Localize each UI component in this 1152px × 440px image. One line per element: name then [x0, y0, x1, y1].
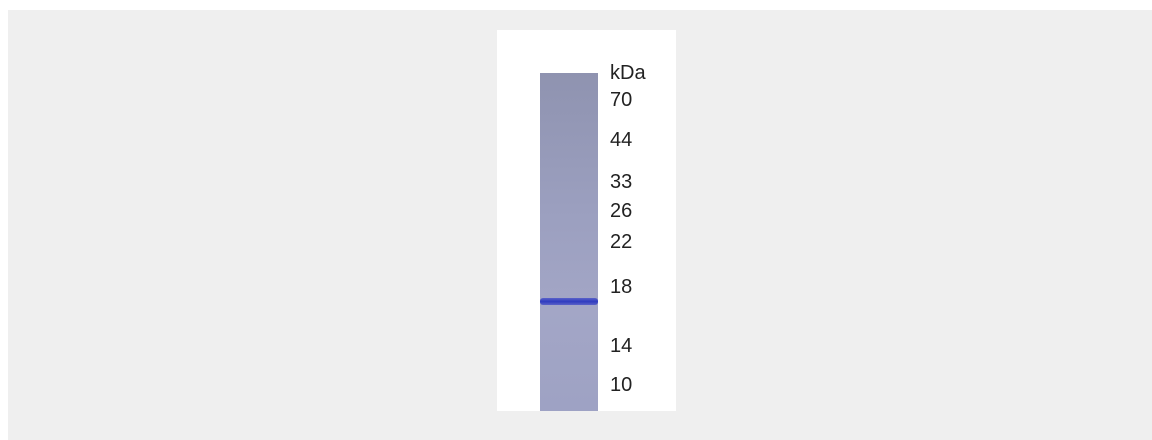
marker-label: 33	[610, 171, 633, 193]
protein-band	[540, 298, 598, 305]
marker-label: 22	[610, 231, 633, 253]
panel: kDa 70 44 33 26 22 18 14 10	[8, 10, 1152, 440]
unit-label: kDa	[610, 62, 646, 84]
marker-label: 70	[610, 89, 633, 111]
gel-lane	[540, 73, 598, 411]
marker-label: 26	[610, 200, 633, 222]
marker-label: 14	[610, 335, 633, 357]
marker-label: 18	[610, 276, 633, 298]
gel-figure: kDa 70 44 33 26 22 18 14 10	[497, 30, 676, 411]
marker-label: 44	[610, 129, 633, 151]
marker-label: 10	[610, 374, 633, 396]
